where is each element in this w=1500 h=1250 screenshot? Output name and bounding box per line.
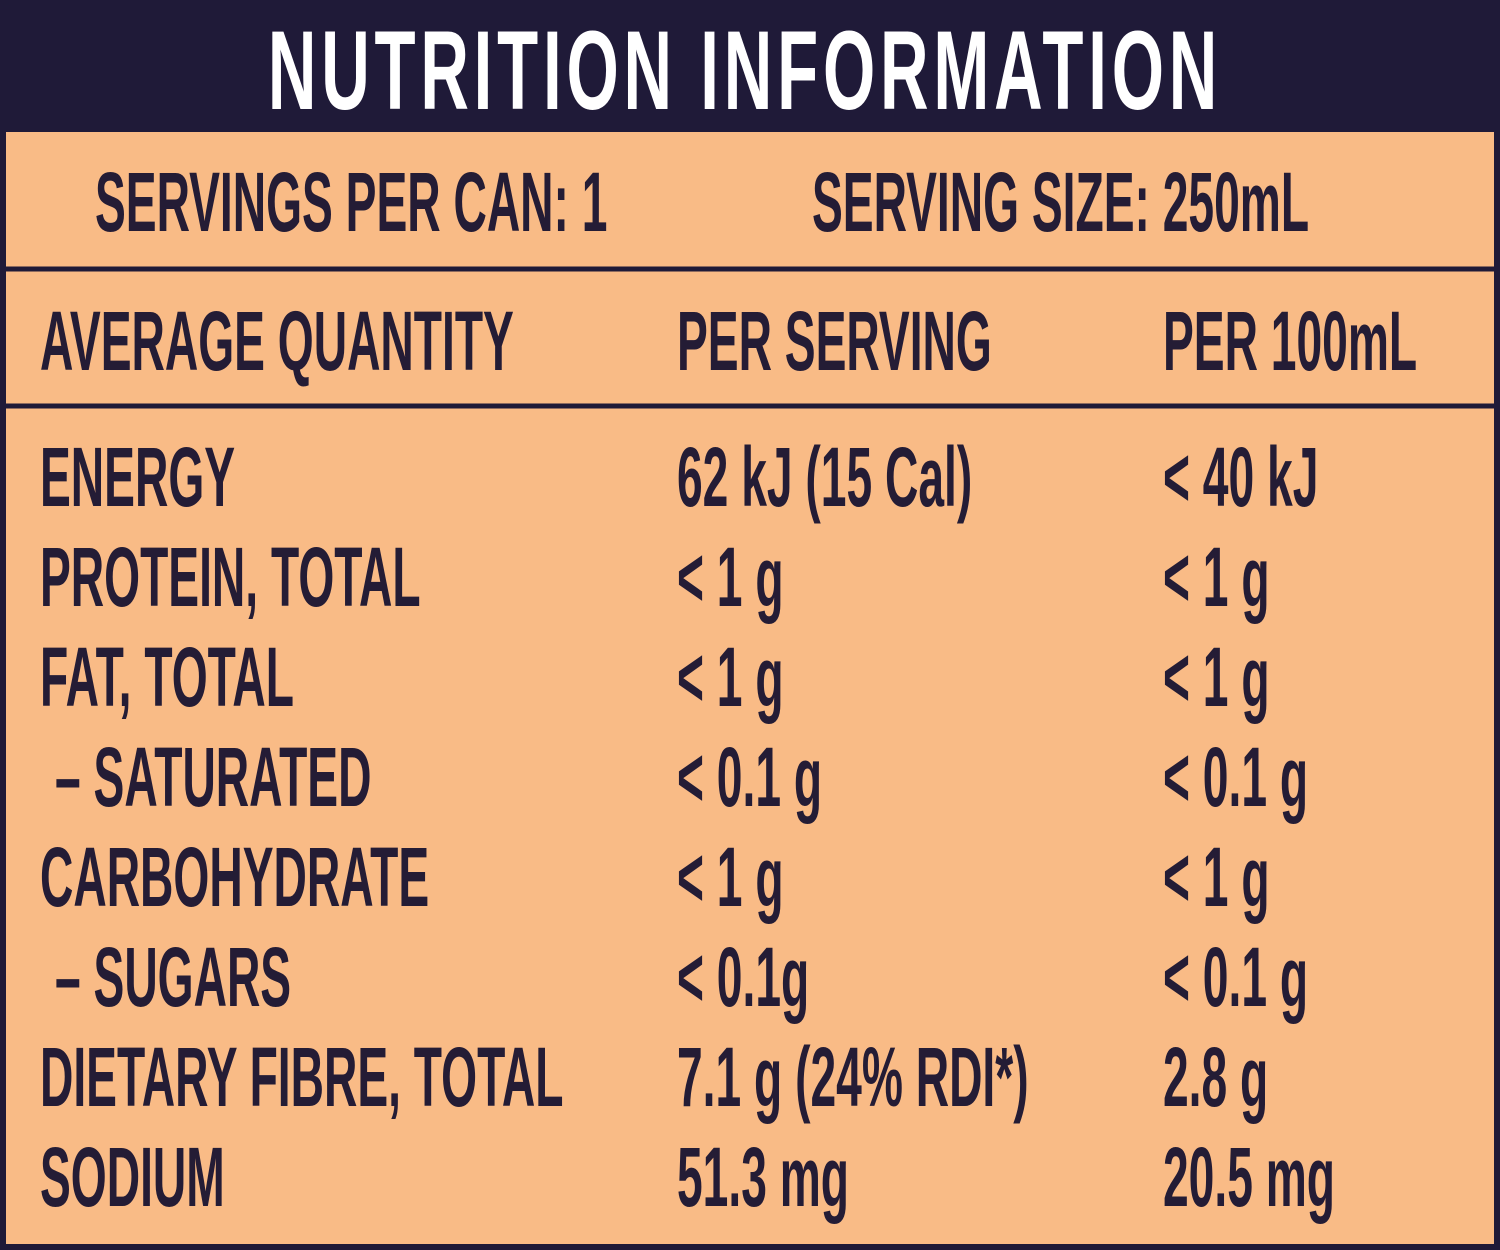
per-100ml: < 0.1 g [1163, 932, 1308, 1025]
title: NUTRITION INFORMATION [268, 7, 1222, 133]
column-header: PER SERVING [677, 296, 992, 389]
serving-size: SERVING SIZE: 250mL [812, 157, 1309, 250]
per-100ml: < 1 g [1163, 532, 1270, 625]
per-100ml: 2.8 g [1163, 1032, 1268, 1125]
per-serving: 7.1 g (24% RDI*) [677, 1032, 1029, 1125]
nutrient-name: CARBOHYDRATE [40, 832, 429, 925]
column-header: AVERAGE QUANTITY [40, 296, 514, 389]
per-100ml: 20.5 mg [1163, 1132, 1335, 1225]
nutrient-name: SODIUM [40, 1132, 225, 1225]
per-serving: < 1 g [677, 632, 784, 725]
servings-per-can: SERVINGS PER CAN: 1 [95, 157, 607, 250]
column-header: PER 100mL [1163, 296, 1417, 389]
per-100ml: < 40 kJ [1163, 432, 1318, 525]
per-100ml: < 1 g [1163, 832, 1270, 925]
per-serving: < 0.1 g [677, 732, 822, 825]
per-100ml: < 1 g [1163, 632, 1270, 725]
nutrient-name: FAT, TOTAL [40, 632, 294, 725]
nutrient-name: ENERGY [40, 432, 235, 525]
per-serving: < 1 g [677, 532, 784, 625]
per-serving: < 0.1g [677, 932, 809, 1025]
nutrient-name: – SATURATED [55, 732, 371, 825]
nutrient-name: PROTEIN, TOTAL [40, 532, 421, 625]
per-serving: 62 kJ (15 Cal) [677, 432, 972, 525]
per-serving: < 1 g [677, 832, 784, 925]
nutrient-name: – SUGARS [55, 932, 291, 1025]
per-serving: 51.3 mg [677, 1132, 849, 1225]
header-band [0, 0, 1500, 132]
per-100ml: < 0.1 g [1163, 732, 1308, 825]
nutrient-name: DIETARY FIBRE, TOTAL [40, 1032, 563, 1125]
